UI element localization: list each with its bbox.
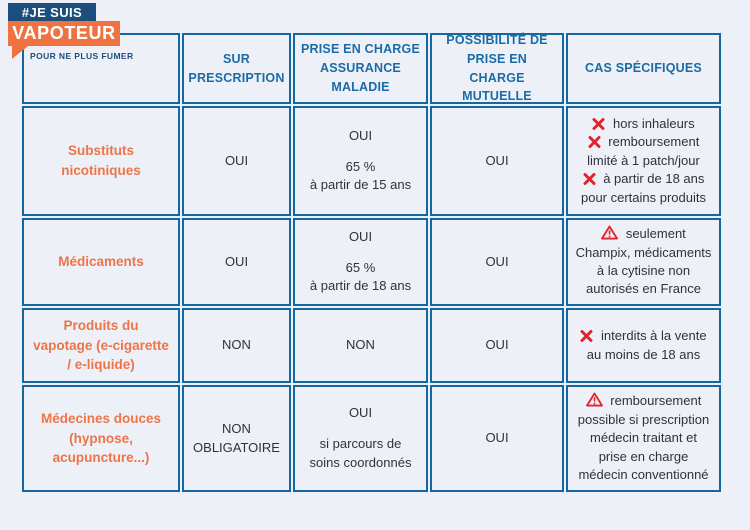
cell-value: OUI (348, 405, 373, 421)
cell-cas-specifiques: interdits à la vente au moins de 18 ans (566, 308, 721, 383)
cell-value: OUI (348, 228, 373, 244)
cell-detail: 65 % à partir de 18 ans (309, 259, 412, 294)
logo-vapoteur-text: VAPOTEUR (12, 23, 116, 43)
x-icon (592, 117, 605, 130)
column-header-mutuelle: POSSIBILITÉ DE PRISE EN CHARGE MUTUELLE (430, 33, 564, 104)
cell-cas-specifiques: hors inhaleurs remboursement limité à 1 … (566, 106, 721, 216)
warning-icon (585, 392, 603, 407)
column-header-sur-prescription: SUR PRESCRIPTION (182, 33, 291, 104)
cell-detail: 65 % à partir de 15 ans (309, 158, 412, 193)
logo-vapoteur-banner: VAPOTEUR (8, 21, 120, 59)
cas-text: interdits à la vente au moins de 18 ans (586, 328, 707, 362)
cas-item: hors inhaleurs (592, 115, 695, 133)
cell-assurance: NON (293, 308, 428, 383)
x-icon (588, 136, 601, 149)
cas-text: remboursement possible si prescription m… (577, 393, 710, 483)
cas-text: hors inhaleurs (612, 115, 695, 131)
cas-text: seulement Champix, médicaments à la cyti… (575, 226, 712, 297)
row-header-medecines-douces: Médecines douces (hypnose, acupuncture..… (22, 385, 180, 492)
cas-item: à partir de 18 ans pour certains produit… (575, 170, 712, 207)
cell-mutuelle: OUI (430, 308, 564, 383)
cell-mutuelle: OUI (430, 106, 564, 216)
cas-item: interdits à la vente au moins de 18 ans (575, 327, 712, 364)
row-header-substituts-nicotiniques: Substituts nicotiniques (22, 106, 180, 216)
cas-item: remboursement limité à 1 patch/jour (575, 133, 712, 170)
logo-speech-tail-icon (12, 46, 28, 59)
cas-item: remboursement possible si prescription m… (575, 392, 712, 484)
cell-detail: si parcours de soins coordonnés (309, 436, 412, 470)
cas-text: remboursement limité à 1 patch/jour (587, 134, 700, 168)
cell-assurance: OUI 65 % à partir de 15 ans (293, 106, 428, 216)
cell-assurance: OUI si parcours de soins coordonnés (293, 385, 428, 492)
cell-prescription: NON (182, 308, 291, 383)
warning-icon (601, 225, 619, 240)
logo-hashtag-banner: #JE SUIS (8, 3, 96, 21)
column-header-assurance-maladie: PRISE EN CHARGE ASSURANCE MALADIE (293, 33, 428, 104)
logo-tagline: POUR NE PLUS FUMER (30, 51, 134, 61)
cell-mutuelle: OUI (430, 385, 564, 492)
cell-assurance: OUI 65 % à partir de 18 ans (293, 218, 428, 306)
cell-prescription: OUI (182, 106, 291, 216)
reimbursement-table: SUR PRESCRIPTION PRISE EN CHARGE ASSURAN… (22, 33, 721, 492)
cell-prescription: OUI (182, 218, 291, 306)
column-header-cas-specifiques: CAS SPÉCIFIQUES (566, 33, 721, 104)
x-icon (580, 330, 593, 343)
cell-value: OUI (348, 127, 373, 143)
x-icon (583, 173, 596, 186)
cas-item: seulement Champix, médicaments à la cyti… (575, 225, 712, 299)
cas-text: à partir de 18 ans pour certains produit… (580, 171, 706, 205)
cell-mutuelle: OUI (430, 218, 564, 306)
cell-cas-specifiques: seulement Champix, médicaments à la cyti… (566, 218, 721, 306)
cell-cas-specifiques: remboursement possible si prescription m… (566, 385, 721, 492)
cell-prescription: NON OBLIGATOIRE (182, 385, 291, 492)
row-header-produits-du-vapotage: Produits du vapotage (e-cigarette / e-li… (22, 308, 180, 383)
row-header-medicaments: Médicaments (22, 218, 180, 306)
